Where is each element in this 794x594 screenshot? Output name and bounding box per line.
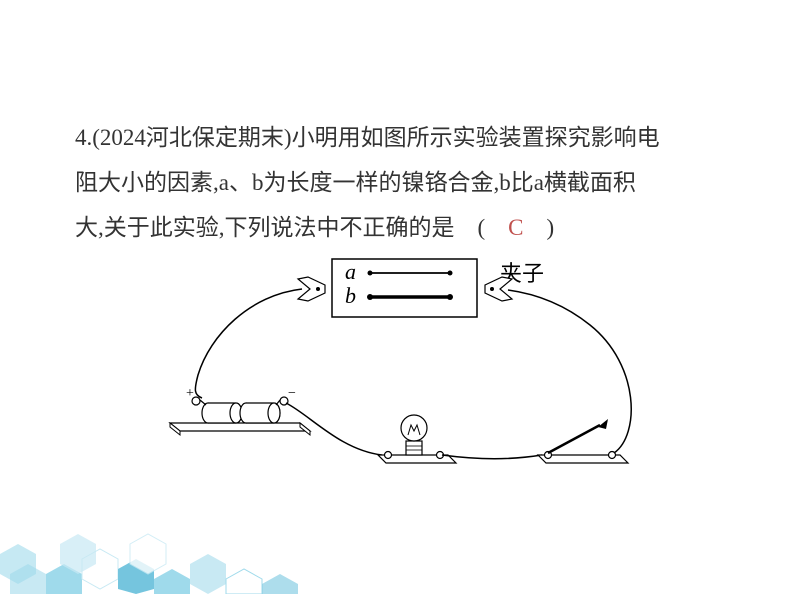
left-clip — [298, 277, 325, 301]
footer-decoration — [0, 504, 794, 594]
right-clip — [485, 277, 512, 301]
wire-bulb-switch — [442, 455, 542, 459]
q-line3-pre: 大,关于此实验,下列说法中不正确的是 ( — [75, 215, 508, 240]
answer-letter: C — [508, 215, 523, 240]
switch — [538, 419, 628, 463]
q-line2: 阻大小的因素,a、b为长度一样的镍铬合金,b比a横截面积 — [75, 170, 636, 195]
q-line3-post: ) — [524, 215, 555, 240]
svg-text:+: + — [186, 386, 194, 401]
wire-a-label: a — [345, 259, 356, 284]
wire-b-label: b — [345, 283, 356, 308]
question-text: 4.(2024河北保定期末)小明用如图所示实验装置探究影响电 阻大小的因素,a、… — [75, 115, 715, 250]
wire-left — [195, 289, 302, 398]
svg-text:−: − — [288, 386, 296, 401]
circuit-diagram: a b 夹子 + − — [150, 255, 670, 475]
q-line1: 4.(2024河北保定期末)小明用如图所示实验装置探究影响电 — [75, 125, 660, 150]
wire-right — [508, 290, 631, 453]
battery: + − — [170, 386, 310, 435]
